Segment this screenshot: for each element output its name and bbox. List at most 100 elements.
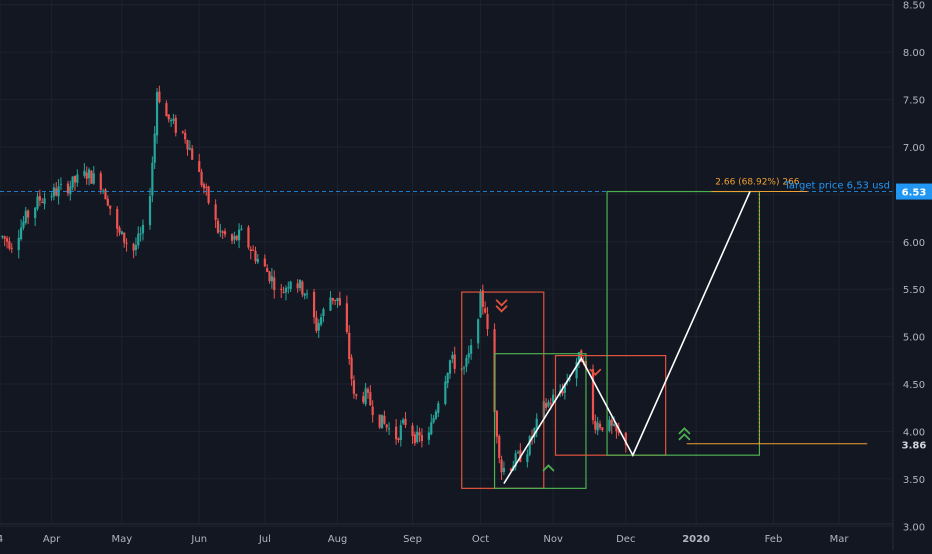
candle-body: [132, 243, 135, 251]
candle-body: [43, 198, 46, 204]
candle-body: [617, 430, 620, 433]
candle-body: [495, 411, 498, 437]
candle-body: [312, 292, 316, 318]
x-tick-label: Feb: [765, 534, 783, 545]
grid: [0, 0, 893, 527]
y-tick-label: 4.00: [903, 427, 925, 438]
candle-body: [90, 170, 93, 184]
candle-body: [87, 169, 91, 179]
candle-body: [577, 352, 581, 361]
candle-body: [561, 390, 564, 394]
candle-body: [331, 297, 334, 301]
candle-body: [19, 227, 23, 240]
candle-body: [402, 419, 405, 424]
candle-body: [420, 435, 423, 442]
candle-body: [38, 196, 41, 201]
candle-body: [36, 196, 39, 209]
candle-body: [345, 303, 348, 333]
candle-body: [172, 118, 175, 121]
candle-body: [350, 357, 353, 380]
y-tick-label: 3.00: [903, 522, 925, 533]
candle-body: [298, 279, 302, 289]
x-tick-label: May: [112, 534, 133, 545]
y-tick-label: 5.50: [903, 285, 925, 296]
candle-body: [287, 287, 290, 289]
candle-body: [188, 148, 191, 150]
candle-body: [371, 406, 374, 416]
candle-body: [380, 414, 384, 429]
candle-body: [516, 452, 520, 454]
candle-body: [481, 290, 484, 307]
x-tick-label: Oct: [472, 534, 489, 545]
x-tick-label: 2020: [682, 534, 710, 545]
candle-body: [448, 360, 452, 374]
candle-body: [184, 132, 187, 140]
candle-body: [498, 435, 501, 458]
candle-body: [219, 230, 222, 232]
candle-body: [397, 438, 400, 441]
candle-body: [247, 227, 250, 248]
candle-body: [207, 186, 210, 203]
candle-body: [545, 403, 548, 408]
candle-body: [109, 205, 112, 209]
candle-body: [411, 425, 414, 437]
candle-body: [221, 231, 224, 233]
candle-body: [191, 148, 194, 160]
candle-body: [364, 388, 367, 405]
candle-body: [165, 103, 168, 117]
candle-body: [552, 394, 555, 403]
candle-body: [348, 332, 351, 359]
projection-zigzag: [503, 191, 751, 485]
candle-body: [8, 241, 11, 249]
candle-body: [50, 196, 53, 198]
candle-body: [462, 367, 466, 369]
x-tick-label: Dec: [616, 534, 635, 545]
candle-body: [430, 422, 433, 435]
candle-body: [284, 287, 288, 293]
candle-body: [334, 299, 337, 301]
candle-body: [470, 345, 473, 354]
candle-body: [395, 426, 398, 440]
candle-body: [598, 423, 602, 428]
candle-body: [413, 434, 416, 444]
candle-body: [252, 249, 255, 251]
candle-body: [24, 210, 27, 223]
candle-body: [352, 380, 356, 394]
x-tick-label: 4: [0, 534, 3, 545]
candle-body: [526, 454, 529, 463]
candle-body: [273, 277, 276, 291]
up-arrow-icon: [542, 464, 555, 472]
candle-body: [533, 428, 536, 438]
candle-body: [216, 220, 220, 233]
y-tick-label: 7.50: [903, 96, 925, 107]
candle-body: [155, 92, 159, 136]
x-tick-label: Aug: [328, 534, 348, 545]
candle-body: [83, 170, 86, 176]
candle-body: [41, 202, 44, 204]
candle-body: [205, 186, 208, 188]
candle-body: [174, 117, 177, 133]
candle-body: [477, 319, 480, 344]
candle-body: [366, 389, 370, 393]
candle-body: [34, 207, 37, 219]
candle-body: [444, 381, 447, 404]
candle-body: [198, 161, 201, 172]
candle-body: [66, 183, 70, 194]
candle-body: [233, 236, 236, 240]
candle-body: [99, 173, 102, 190]
candle-body: [591, 369, 595, 421]
candle-body: [338, 298, 341, 306]
candle-body: [575, 361, 578, 379]
candle-body: [181, 131, 184, 133]
y-tick-label: 4.50: [903, 380, 925, 391]
x-axis[interactable]: 4 Apr May Jun Jul Aug Sep Oct Nov Dec 2020 Feb Mar: [0, 534, 849, 545]
candle-body: [214, 204, 217, 220]
candle-body: [289, 281, 292, 290]
candle-body: [596, 422, 599, 431]
y-tick-label: 8.00: [903, 48, 925, 59]
candle-body: [369, 392, 372, 406]
candle-body: [69, 186, 72, 195]
candle-body: [336, 297, 339, 302]
